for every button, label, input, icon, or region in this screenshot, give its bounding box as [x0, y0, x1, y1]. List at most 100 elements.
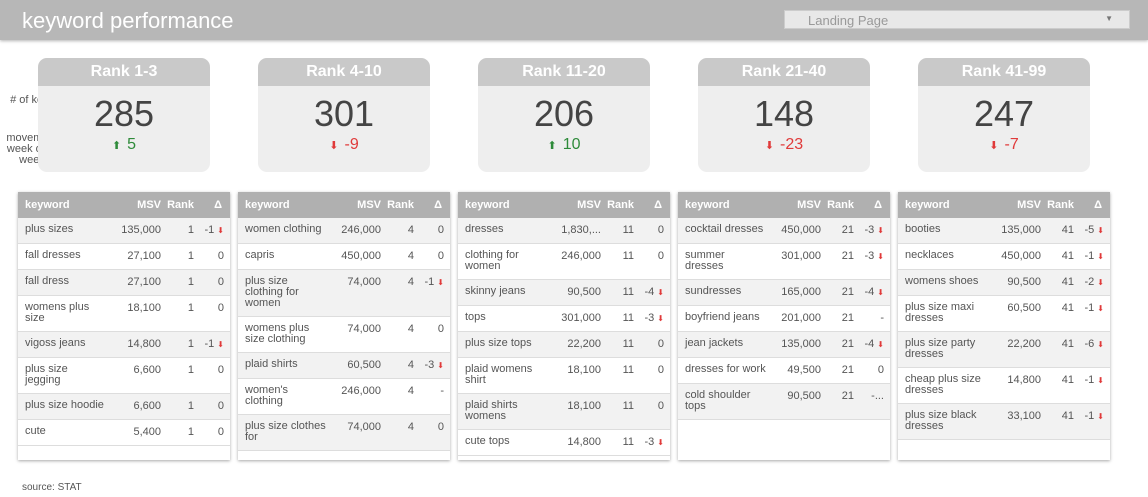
keyword-table[interactable]: keyword MSV Rank Δ dresses 1,830,... 11 …: [458, 192, 670, 460]
card-title: Rank 11-20: [478, 58, 650, 86]
landing-page-dropdown[interactable]: Landing Page ▼: [784, 10, 1130, 29]
arrow-down-icon: ⬇: [1097, 226, 1104, 235]
col-delta[interactable]: Δ: [1094, 199, 1102, 211]
col-keyword[interactable]: keyword: [685, 198, 730, 211]
delta-cell: 0: [854, 364, 890, 376]
card-title: Rank 21-40: [698, 58, 870, 86]
rank-cell: 11: [622, 250, 634, 262]
delta-cell: -1 ⬇: [1074, 302, 1110, 324]
delta-cell: -1 ⬇: [414, 276, 450, 309]
col-rank[interactable]: Rank: [387, 199, 414, 211]
keyword-cell: womens plus size clothing: [245, 322, 310, 345]
table-row: summer dresses 301,000 21 -3 ⬇: [678, 244, 890, 280]
rank-cell: 11: [622, 286, 634, 298]
rank-cell: 4: [407, 276, 414, 288]
rank-cell: 1: [187, 276, 194, 288]
delta-value: 0: [437, 250, 444, 262]
delta-cell: 0: [414, 250, 450, 262]
msv-cell: 135,000: [121, 224, 161, 236]
col-keyword[interactable]: keyword: [245, 198, 290, 211]
delta-cell: -1 ⬇: [1074, 410, 1110, 432]
col-delta[interactable]: Δ: [874, 199, 882, 211]
delta-cell: -1 ⬇: [1074, 250, 1110, 262]
delta-value: -2: [1084, 276, 1095, 288]
col-msv[interactable]: MSV: [797, 199, 821, 211]
delta-cell: 0: [194, 250, 230, 262]
delta-cell: -: [854, 312, 890, 324]
col-msv[interactable]: MSV: [357, 199, 381, 211]
col-msv[interactable]: MSV: [577, 199, 601, 211]
delta-value: -4: [644, 286, 655, 298]
delta-cell: 0: [634, 224, 670, 236]
rank-cell: 21: [841, 390, 854, 402]
table-row: skinny jeans 90,500 11 -4 ⬇: [458, 280, 670, 306]
table-row: capris 450,000 4 0: [238, 244, 450, 270]
table-row: booties 135,000 41 -5 ⬇: [898, 218, 1110, 244]
delta-value: 0: [217, 400, 224, 412]
msv-cell: 33,100: [1007, 410, 1041, 422]
col-rank[interactable]: Rank: [827, 199, 854, 211]
msv-cell: 14,800: [127, 338, 161, 350]
col-delta[interactable]: Δ: [654, 199, 662, 211]
keyword-cell: capris: [245, 249, 275, 261]
rank-cell: 11: [622, 364, 634, 376]
col-keyword[interactable]: keyword: [905, 198, 950, 211]
delta-cell: -...: [854, 390, 890, 412]
table-row: plus size maxi dresses 60,500 41 -1 ⬇: [898, 296, 1110, 332]
delta-cell: -3 ⬇: [854, 250, 890, 272]
rank-cell: 11: [622, 338, 634, 350]
table-row: plus size party dresses 22,200 41 -6 ⬇: [898, 332, 1110, 368]
keyword-count: 148: [753, 93, 815, 134]
arrow-down-icon: ⬇: [877, 252, 884, 261]
keyword-cell: skinny jeans: [465, 285, 526, 297]
keyword-table[interactable]: keyword MSV Rank Δ cocktail dresses 450,…: [678, 192, 890, 460]
arrow-down-icon: ⬇: [1097, 278, 1104, 287]
card-title: Rank 1-3: [38, 58, 210, 86]
col-rank[interactable]: Rank: [167, 199, 194, 211]
delta-value: 0: [217, 276, 224, 288]
msv-cell: 6,600: [133, 400, 161, 412]
keyword-cell: plus size black dresses: [905, 409, 977, 432]
keyword-cell: cute: [25, 425, 46, 437]
table-row: tops 301,000 11 -3 ⬇: [458, 306, 670, 332]
keyword-table[interactable]: keyword MSV Rank Δ booties 135,000 41 -5…: [898, 192, 1110, 460]
col-msv[interactable]: MSV: [1017, 199, 1041, 211]
rank-cell: 21: [841, 338, 854, 350]
delta-value: -3: [644, 312, 655, 324]
delta-value: 0: [217, 302, 224, 314]
msv-cell: 90,500: [567, 286, 601, 298]
page-title: keyword performance: [22, 8, 234, 33]
col-delta[interactable]: Δ: [434, 199, 442, 211]
keyword-cell: clothing for women: [465, 249, 519, 272]
keyword-table[interactable]: keyword MSV Rank Δ women clothing 246,00…: [238, 192, 450, 460]
delta-cell: -6 ⬇: [1074, 338, 1110, 360]
col-delta[interactable]: Δ: [214, 199, 222, 211]
delta-cell: -2 ⬇: [1074, 276, 1110, 288]
keyword-cell: fall dresses: [25, 249, 81, 261]
arrow-down-icon: ⬇: [764, 140, 775, 152]
delta-value: -1: [204, 338, 215, 350]
col-rank[interactable]: Rank: [1047, 199, 1074, 211]
col-keyword[interactable]: keyword: [25, 198, 70, 211]
keyword-cell: cold shoulder tops: [685, 389, 751, 412]
delta-value: 0: [657, 400, 664, 412]
delta-value: 0: [657, 224, 664, 236]
delta-value: 0: [657, 364, 664, 376]
table-row: dresses 1,830,... 11 0: [458, 218, 670, 244]
table-row: women's clothing 246,000 4 -: [238, 379, 450, 415]
col-msv[interactable]: MSV: [137, 199, 161, 211]
col-rank[interactable]: Rank: [607, 199, 634, 211]
keyword-table[interactable]: keyword MSV Rank Δ plus sizes 135,000 1 …: [18, 192, 230, 460]
table-row: plaid shirts 60,500 4 -3 ⬇: [238, 353, 450, 379]
delta-cell: 0: [194, 426, 230, 438]
card-title: Rank 41-99: [918, 58, 1090, 86]
table-row: plus size clothing for women 74,000 4 -1…: [238, 270, 450, 317]
keyword-cell: boyfriend jeans: [685, 311, 760, 323]
delta-value: -4: [864, 286, 875, 298]
rank-cell: 11: [622, 436, 634, 448]
keyword-cell: womens shoes: [905, 275, 979, 287]
movement: ⬆ 5: [38, 136, 210, 154]
keyword-cell: jean jackets: [685, 337, 744, 349]
col-keyword[interactable]: keyword: [465, 198, 510, 211]
delta-cell: -3 ⬇: [634, 312, 670, 324]
